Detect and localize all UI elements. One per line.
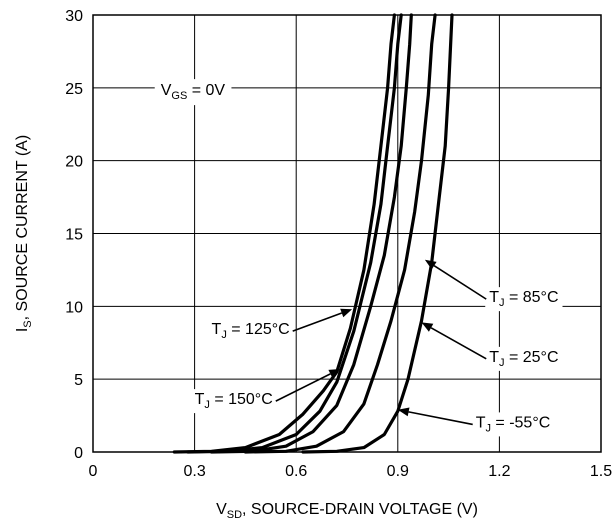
x-tick-label: 1.2 [488,463,510,480]
series-label-sub: J [485,422,491,434]
condition-label-background [154,79,232,106]
series-line-1 [186,13,403,454]
y-axis-title-sub: S [22,320,34,327]
annotation-leader [430,327,487,360]
series-label-sub: J [204,399,210,411]
y-tick-label: 0 [74,445,83,462]
series-label-rest: = 150°C [210,391,273,408]
series-label-main: T [476,414,486,431]
series-label-rest: = 85°C [505,289,559,306]
condition-label-main: V [161,82,172,99]
condition-label: VGS = 0V [161,82,226,102]
series-annotation: TJ = 150°C [190,369,341,414]
y-tick-label: 10 [65,299,83,316]
annotation-background [485,287,563,312]
series-annotation: TJ = -55°C [397,407,555,437]
y-tick-label: 25 [65,81,83,98]
annotation-background [190,389,277,414]
series-label: TJ = 125°C [212,321,290,341]
series-annotation: TJ = 25°C [421,322,563,371]
x-tick-label: 0.9 [387,463,409,480]
series-line-4 [301,13,454,454]
plot-frame [92,14,602,453]
x-tick-label: 0.3 [183,463,205,480]
annotation-background [471,412,555,437]
series-line-0 [172,13,396,454]
series-label: TJ = -55°C [476,414,551,434]
y-axis-title: IS, SOURCE CURRENT (A) [14,135,34,332]
series-label: TJ = 85°C [489,289,558,309]
series-label-rest: = -55°C [491,414,550,431]
series-label-sub: J [499,357,505,369]
x-axis-title-sub: SD [227,509,242,521]
series-label-main: T [212,321,222,338]
annotation-arrowhead [397,407,410,417]
series-label-sub: J [221,329,227,341]
series-label-rest: = 125°C [227,321,290,338]
series-line-3 [243,13,437,454]
annotation-leader [275,373,331,402]
condition-label-rest: = 0V [187,82,225,99]
x-axis-title-rest: , SOURCE-DRAIN VOLTAGE (V) [242,501,478,518]
annotation-background [207,319,294,344]
annotations: TJ = -55°CTJ = 25°CTJ = 85°CTJ = 125°CTJ… [190,259,563,437]
x-axis-title: VSD, SOURCE-DRAIN VOLTAGE (V) [216,501,478,521]
condition-label-sub: GS [171,90,187,102]
series-label: TJ = 25°C [489,349,558,369]
series-label-sub: J [499,297,505,309]
series-label-main: T [489,349,499,366]
series-label-rest: = 25°C [505,349,559,366]
y-tick-label: 5 [74,372,83,389]
y-tick-label: 20 [65,154,83,171]
y-tick-label: 15 [65,227,83,244]
annotation-arrowhead [421,322,434,332]
x-tick-labels: 0 0.3 0.6 0.9 1.2 1.5 [89,463,613,480]
series-annotation: TJ = 125°C [207,308,353,344]
annotation-leader [433,264,487,300]
y-tick-labels: 0 5 10 15 20 25 30 [65,8,83,462]
x-tick-label: 1.5 [590,463,612,480]
series-annotation: TJ = 85°C [424,259,563,312]
series-line-2 [209,13,413,454]
series-label: TJ = 150°C [195,391,273,411]
x-axis-title-main: V [216,501,227,518]
annotation-arrowhead [328,369,341,378]
annotation-arrowhead [340,308,353,318]
x-tick-label: 0.6 [285,463,307,480]
annotation-leader [408,411,473,426]
annotation-background [485,346,563,371]
y-axis-title-main: I [14,328,31,332]
annotation-leader [292,312,343,332]
y-axis-title-rest: , SOURCE CURRENT (A) [14,135,31,321]
series-label-main: T [489,289,499,306]
series-label-main: T [195,391,205,408]
annotation-arrowhead [424,259,437,270]
curves [172,13,454,454]
y-tick-label: 30 [65,8,83,25]
x-tick-label: 0 [89,463,98,480]
